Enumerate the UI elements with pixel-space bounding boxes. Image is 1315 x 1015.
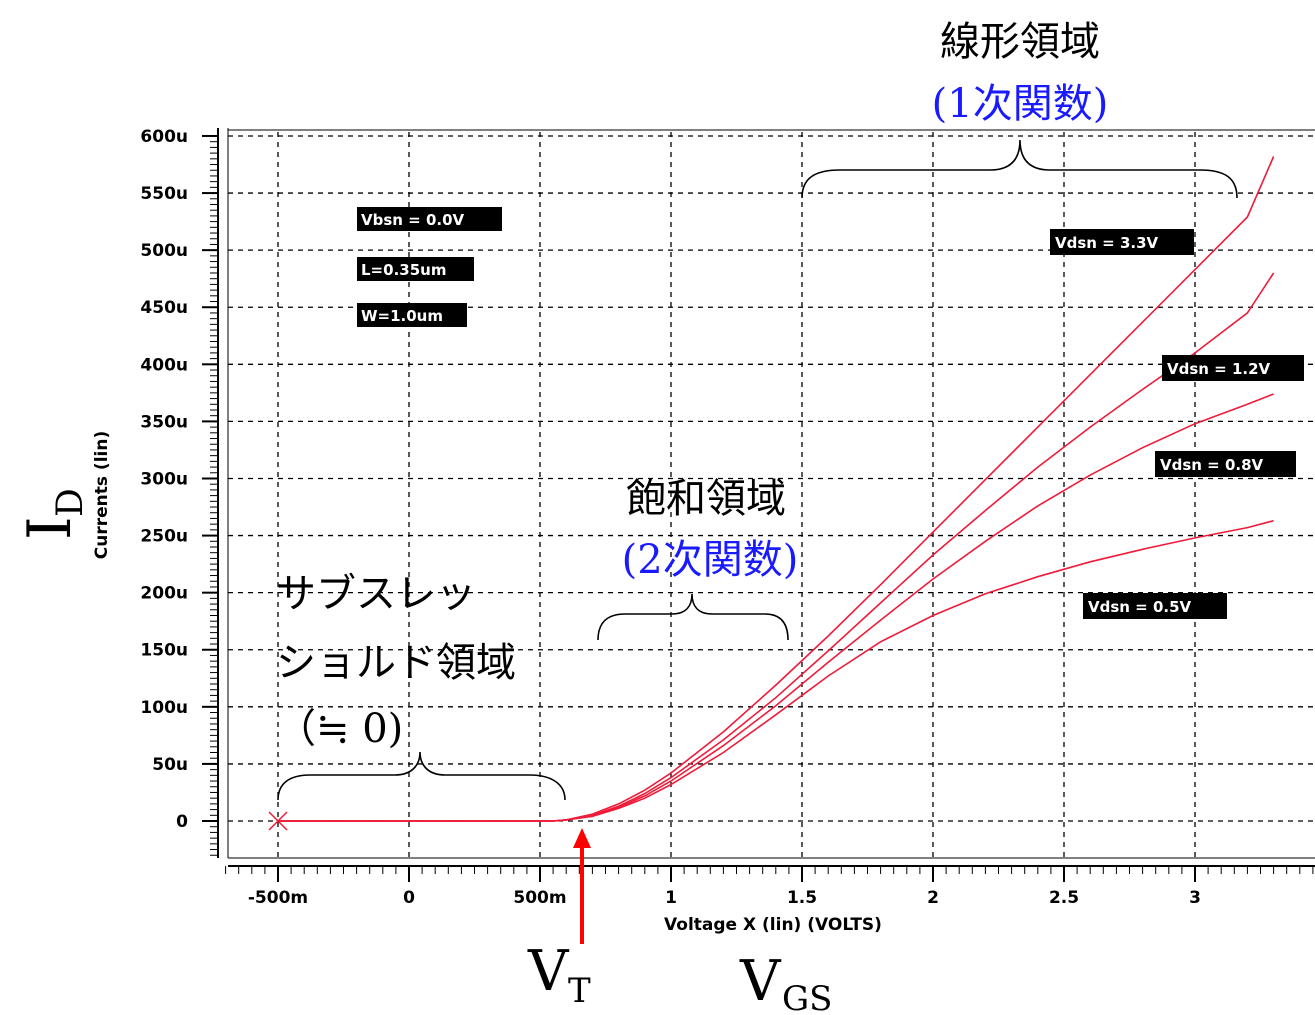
- y-tick-label: 0: [176, 812, 188, 832]
- x-tick-labels: -500m 0 500m 1 1.5 2 2.5 3: [248, 888, 1201, 908]
- series-label-box: [1162, 355, 1304, 381]
- y-tick-label: 450u: [140, 298, 188, 318]
- vgs-label-sub: GS: [782, 979, 832, 1015]
- linear-region-brace: [801, 139, 1238, 199]
- subthreshold-region-brace: [277, 751, 566, 801]
- series-label-box: [1050, 229, 1194, 255]
- linear-region-label: 線形領域: [940, 19, 1100, 65]
- parameter-boxes: Vbsn = 0.0V L=0.35um W=1.0um: [357, 207, 502, 327]
- y-tick-label: 200u: [140, 584, 188, 604]
- x-tick-label: 2: [927, 888, 939, 908]
- marker-stroke: [268, 811, 288, 831]
- param-text: W=1.0um: [361, 307, 443, 325]
- series-label-boxes: Vdsn = 3.3V Vdsn = 1.2V Vdsn = 0.8V Vdsn = …: [1050, 229, 1304, 619]
- y-tick-label: 350u: [140, 412, 188, 432]
- param-text: Vbsn = 0.0V: [361, 211, 465, 229]
- series-label-text: Vdsn = 0.8V: [1160, 456, 1264, 474]
- id-sub-text: D: [50, 488, 91, 517]
- start-marker: [268, 811, 288, 831]
- series-label-text: Vdsn = 0.5V: [1088, 598, 1192, 616]
- param-box: [357, 257, 474, 281]
- y-tick-label: 550u: [140, 184, 188, 204]
- subthreshold-label-line3: （≒ 0): [276, 706, 403, 752]
- x-tick-label: -500m: [248, 888, 308, 908]
- subthreshold-label-line1: サブスレッ: [276, 571, 476, 617]
- x-tick-label: 1: [665, 888, 677, 908]
- y-tick-label: 600u: [140, 127, 188, 147]
- vt-label-sub: T: [568, 971, 591, 1011]
- y-tick-label: 250u: [140, 527, 188, 547]
- saturation-region-label: 飽和領域: [626, 476, 786, 522]
- subthreshold-label-line2: ショルド領域: [276, 640, 516, 686]
- param-box: [357, 207, 502, 231]
- curve-series-1: [278, 156, 1275, 822]
- linear-region-sub: (1次関数): [932, 81, 1109, 127]
- y-tick-label: 500u: [140, 241, 188, 261]
- series-label-text: Vdsn = 1.2V: [1167, 360, 1271, 378]
- x-tick-label: 3: [1189, 888, 1201, 908]
- vgs-label-main: V: [739, 949, 782, 1014]
- param-text: L=0.35um: [361, 261, 446, 279]
- x-axis-title: Voltage X (lin) (VOLTS): [664, 915, 882, 935]
- y-tick-label: 150u: [140, 641, 188, 661]
- y-tick-label: 400u: [140, 355, 188, 375]
- series-label-box: [1083, 593, 1227, 619]
- saturation-region-sub: (2次関数): [622, 537, 799, 583]
- axes: [202, 128, 1315, 882]
- curves: [278, 156, 1275, 822]
- y-tick-label: 300u: [140, 469, 188, 489]
- id-label: I D: [15, 488, 91, 540]
- vt-arrow-head: [573, 828, 591, 848]
- y-tick-label: 50u: [152, 755, 188, 775]
- series-label-box: [1155, 451, 1296, 477]
- curve-series-3: [278, 393, 1274, 822]
- saturation-region-brace: [597, 593, 789, 641]
- x-tick-label: 2.5: [1049, 888, 1079, 908]
- y-axis-title: Currents (lin): [92, 431, 112, 559]
- x-tick-label: 1.5: [787, 888, 817, 908]
- y-tick-labels: 600u 550u 500u 450u 400u 350u 300u 250u 200u 150u…: [140, 127, 188, 832]
- vt-label-main: V: [527, 939, 570, 1004]
- x-tick-label: 500m: [513, 888, 566, 908]
- param-box: [357, 303, 467, 327]
- x-tick-label: 0: [403, 888, 415, 908]
- curve-series-4: [278, 519, 1274, 822]
- id-main-text: I: [15, 516, 85, 540]
- y-tick-label: 100u: [140, 698, 188, 718]
- series-label-text: Vdsn = 3.3V: [1055, 234, 1159, 252]
